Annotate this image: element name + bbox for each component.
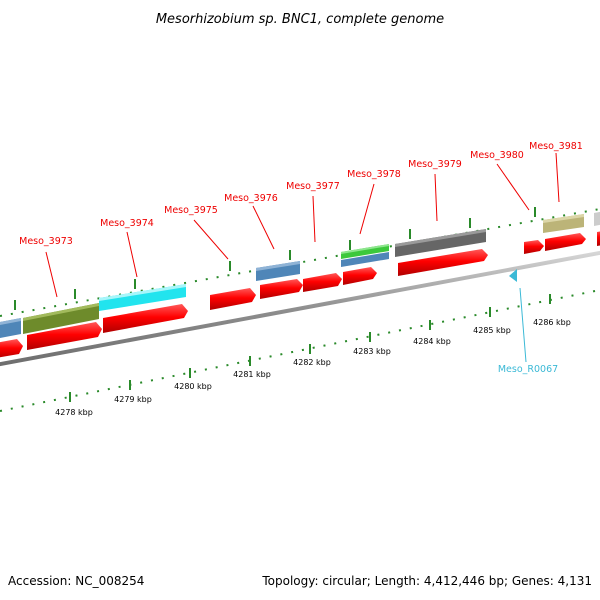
ruler-label-4283: 4283 kbp: [353, 347, 391, 356]
feature-blue-small-body: [341, 252, 389, 267]
leader-meso-3976: [252, 205, 275, 250]
cds-arrow[interactable]: [343, 267, 377, 285]
leader-meso-3981: [555, 152, 560, 203]
feature-cyan-highlight: [99, 284, 186, 301]
cds-arrow[interactable]: [103, 304, 188, 333]
ruler-label-4286: 4286 kbp: [533, 318, 571, 327]
feature-gray[interactable]: [395, 229, 486, 257]
cds-arrow-track: [0, 230, 600, 359]
cds-arrow[interactable]: [303, 273, 342, 292]
accession-text: Accession: NC_008254: [8, 574, 144, 588]
feature-cyan[interactable]: [99, 284, 186, 311]
feature-blue[interactable]: [256, 261, 300, 281]
leader-meso-3977: [312, 195, 316, 243]
inner-major-ticks: [69, 294, 551, 402]
gene-label-meso-3976[interactable]: Meso_3976: [224, 193, 278, 204]
gene-label-meso-3978[interactable]: Meso_3978: [347, 169, 401, 180]
feature-olive[interactable]: [23, 303, 99, 334]
feature-silver-partial-body: [594, 211, 600, 226]
outer-major-ticks: [14, 207, 536, 310]
cds-arrow[interactable]: [398, 249, 488, 276]
feature-green-highlight: [341, 244, 389, 254]
feature-blue-small[interactable]: [341, 252, 389, 267]
leader-meso-3979: [434, 173, 438, 222]
gene-label-meso-3975[interactable]: Meso_3975: [164, 205, 218, 216]
topology-text: Topology: circular; Length: 4,412,446 bp…: [261, 574, 592, 588]
outer-tick-track: [0, 208, 600, 317]
map-title: Mesorhizobium sp. BNC1, complete genome: [156, 12, 444, 27]
leader-meso-3978: [359, 183, 375, 235]
gene-label-leaders: [45, 152, 560, 298]
feature-khaki-highlight: [543, 214, 584, 223]
cds-arrow[interactable]: [545, 233, 586, 251]
rna-marker[interactable]: [509, 269, 517, 282]
cds-arrow[interactable]: [524, 240, 544, 254]
feature-blue-body: [256, 261, 300, 281]
feature-olive-highlight: [23, 303, 99, 321]
ruler-label-4280: 4280 kbp: [174, 382, 212, 391]
feature-green[interactable]: [341, 244, 389, 259]
feature-blue-partial[interactable]: [0, 318, 21, 339]
leader-meso-3975: [193, 219, 229, 260]
ruler-label-4285: 4285 kbp: [473, 326, 511, 335]
cds-arrow[interactable]: [27, 322, 102, 350]
ruler-label-4284: 4284 kbp: [413, 337, 451, 346]
feature-gray-body: [395, 229, 486, 257]
gene-label-meso-3981[interactable]: Meso_3981: [529, 141, 583, 152]
cds-arrow[interactable]: [210, 288, 256, 310]
cds-arrow[interactable]: [0, 339, 23, 359]
feature-blue-highlight: [256, 261, 300, 271]
ruler-labels: 4278 kbp 4279 kbp 4280 kbp 4281 kbp 4282…: [55, 318, 571, 417]
gene-label-meso-3977[interactable]: Meso_3977: [286, 181, 340, 192]
ruler-label-4279: 4279 kbp: [114, 395, 152, 404]
gene-label-meso-3974[interactable]: Meso_3974: [100, 218, 154, 229]
cds-arrow[interactable]: [260, 279, 303, 299]
ruler-label-4278: 4278 kbp: [55, 408, 93, 417]
feature-blue-partial-highlight: [0, 318, 21, 326]
cds-arrow[interactable]: [597, 230, 600, 246]
feature-cyan-body: [99, 284, 186, 311]
leader-meso-3980: [496, 163, 530, 211]
feature-silver-partial[interactable]: [594, 211, 600, 226]
gene-label-meso-3979[interactable]: Meso_3979: [408, 159, 462, 170]
gene-label-meso-3980[interactable]: Meso_3980: [470, 150, 524, 161]
ruler-label-4281: 4281 kbp: [233, 370, 271, 379]
feature-olive-body: [23, 303, 99, 334]
ruler-label-4282: 4282 kbp: [293, 358, 331, 367]
rna-label-meso-r0067[interactable]: Meso_R0067: [498, 364, 558, 375]
feature-track: [0, 211, 600, 339]
leader-meso-3974: [126, 231, 138, 278]
leader-meso-3973: [45, 251, 58, 298]
feature-gray-highlight: [395, 229, 486, 247]
gene-label-meso-3973[interactable]: Meso_3973: [19, 236, 73, 247]
gene-labels: Meso_3973 Meso_3974 Meso_3975 Meso_3976 …: [19, 141, 583, 375]
leader-meso-r0067: [519, 287, 527, 363]
genome-backbone: [0, 250, 600, 367]
feature-khaki[interactable]: [543, 214, 584, 233]
